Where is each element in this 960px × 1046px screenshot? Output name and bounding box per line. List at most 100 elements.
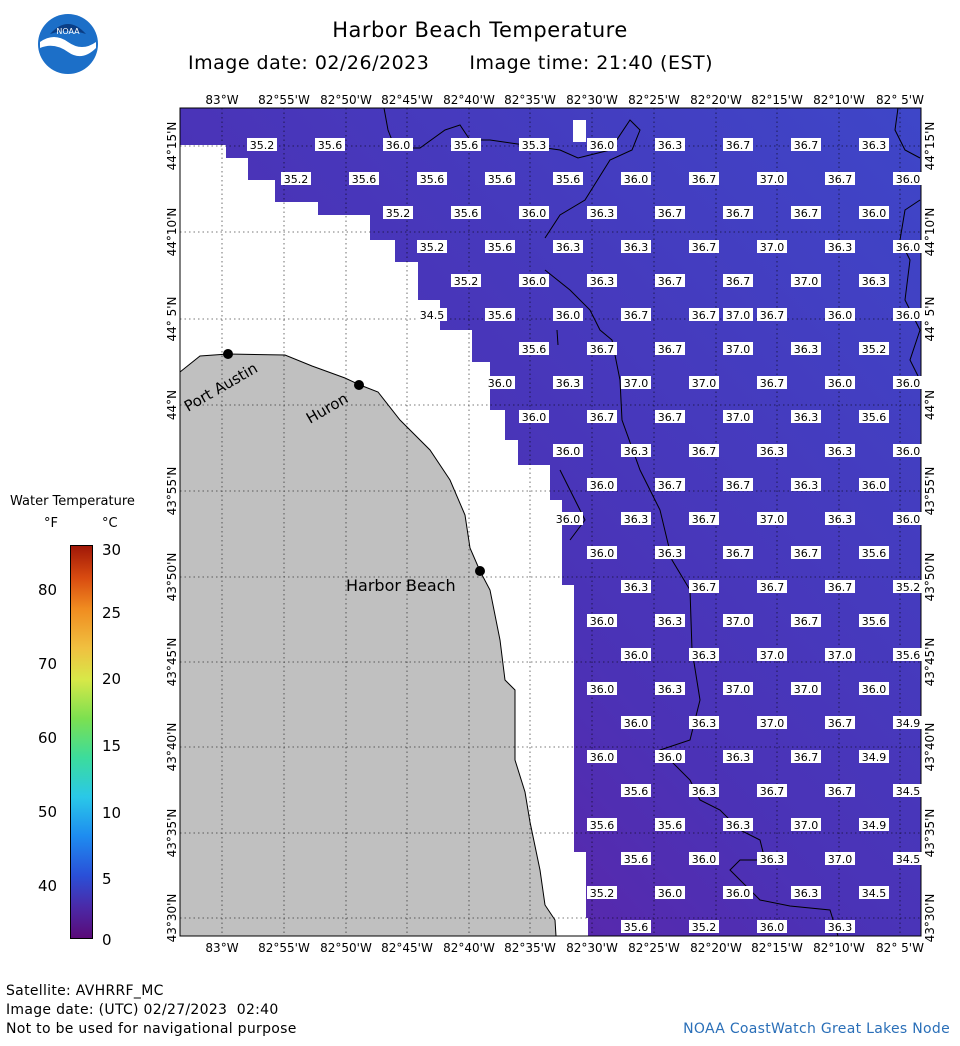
- temperature-label: 36.3: [723, 818, 753, 832]
- huron-marker: [354, 380, 364, 390]
- temperature-value: 37.0: [726, 615, 751, 628]
- legend-tick-f: 80: [38, 581, 58, 599]
- temperature-value: 36.0: [522, 207, 547, 220]
- temperature-label: 35.6: [485, 308, 515, 322]
- temperature-value: 35.2: [896, 581, 921, 594]
- temperature-label: 36.0: [553, 308, 583, 322]
- temperature-value: 36.3: [658, 547, 683, 560]
- temperature-label: 36.0: [587, 614, 617, 628]
- lat-label: 44°15'N: [165, 122, 179, 171]
- temperature-value: 34.9: [862, 751, 887, 764]
- lon-label: 82°55'W: [258, 93, 310, 107]
- temperature-value: 36.3: [658, 615, 683, 628]
- temperature-label: 36.0: [723, 886, 753, 900]
- lat-label: 44° 5'N: [923, 297, 937, 342]
- temperature-value: 36.3: [828, 445, 853, 458]
- temperature-label: 37.0: [723, 342, 753, 356]
- temperature-label: 35.6: [859, 410, 889, 424]
- temperature-label: 36.0: [587, 138, 617, 152]
- temperature-value: 34.9: [862, 819, 887, 832]
- legend-tick-c: 15: [102, 737, 122, 755]
- temperature-label: 36.3: [757, 444, 787, 458]
- temperature-label: 36.3: [791, 886, 821, 900]
- logo-text: NOAA: [56, 27, 80, 36]
- temperature-value: 36.7: [726, 479, 751, 492]
- legend-tick-c: 5: [102, 870, 112, 888]
- temperature-label: 35.2: [859, 342, 889, 356]
- temperature-value: 37.0: [794, 683, 819, 696]
- lat-label: 43°50'N: [165, 553, 179, 602]
- temperature-label: 36.3: [655, 138, 685, 152]
- temperature-label: 36.7: [825, 580, 855, 594]
- noaa-logo-icon: NOAA: [38, 14, 98, 74]
- temperature-label: 36.7: [689, 512, 719, 526]
- lat-label: 43°30'N: [923, 894, 937, 943]
- temperature-value: 36.7: [828, 581, 853, 594]
- temperature-label: 37.0: [825, 852, 855, 866]
- michigan-thumb-land: [180, 354, 556, 936]
- lon-label: 82° 5'W: [876, 941, 924, 955]
- temperature-label: 36.7: [723, 138, 753, 152]
- footer-satellite: Satellite: AVHRRF_MC: [6, 983, 164, 999]
- temperature-value: 35.2: [284, 173, 309, 186]
- temperature-value: 35.6: [488, 309, 513, 322]
- temperature-label: 36.3: [791, 342, 821, 356]
- temperature-label: 36.3: [655, 682, 685, 696]
- temperature-label: 36.7: [621, 308, 651, 322]
- temperature-value: 36.7: [692, 241, 717, 254]
- temperature-value: 37.0: [794, 819, 819, 832]
- temperature-label: 36.0: [825, 308, 855, 322]
- temperature-value: 36.3: [726, 751, 751, 764]
- temperature-label: 36.3: [791, 410, 821, 424]
- temperature-value: 36.0: [522, 275, 547, 288]
- temperature-label: 36.7: [723, 546, 753, 560]
- temperature-value: 37.0: [760, 513, 785, 526]
- lon-label: 82°30'W: [566, 941, 618, 955]
- temperature-label: 35.6: [417, 172, 447, 186]
- legend-unit-c: °C: [102, 516, 118, 531]
- temperature-label: 37.0: [757, 240, 787, 254]
- temperature-value: 34.5: [896, 785, 921, 798]
- temperature-label: 36.7: [757, 784, 787, 798]
- temperature-value: 36.3: [760, 445, 785, 458]
- temperature-label: 36.3: [689, 648, 719, 662]
- temperature-label: 36.0: [859, 478, 889, 492]
- temperature-value: 35.6: [862, 547, 887, 560]
- temperature-label: 36.0: [587, 750, 617, 764]
- lon-label: 83°W: [205, 941, 238, 955]
- temperature-value: 36.3: [726, 819, 751, 832]
- temperature-label: 36.7: [825, 716, 855, 730]
- temperature-value: 36.0: [590, 547, 615, 560]
- temperature-label: 36.3: [587, 206, 617, 220]
- temperature-value: 36.0: [896, 309, 921, 322]
- temperature-value: 35.2: [862, 343, 887, 356]
- temperature-label: 35.2: [451, 274, 481, 288]
- temperature-label: 36.7: [791, 750, 821, 764]
- temperature-label: 36.3: [621, 512, 651, 526]
- temperature-label: 36.3: [621, 240, 651, 254]
- lat-label: 44°10'N: [165, 208, 179, 257]
- lon-label: 82°45'W: [381, 941, 433, 955]
- lon-label: 82°10'W: [813, 941, 865, 955]
- temperature-value: 36.7: [726, 139, 751, 152]
- temperature-label: 36.7: [825, 172, 855, 186]
- temperature-value: 36.7: [794, 751, 819, 764]
- temperature-value: 35.2: [386, 207, 411, 220]
- temperature-value: 36.7: [828, 717, 853, 730]
- temperature-label: 36.3: [757, 852, 787, 866]
- temperature-value: 36.7: [658, 343, 683, 356]
- temperature-value: 36.0: [386, 139, 411, 152]
- temperature-label: 36.7: [655, 206, 685, 220]
- temperature-label: 36.0: [587, 478, 617, 492]
- temperature-value: 36.7: [794, 547, 819, 560]
- temperature-label: 36.0: [587, 546, 617, 560]
- temperature-value: 35.6: [862, 411, 887, 424]
- temperature-value: 36.0: [862, 479, 887, 492]
- temperature-label: 36.0: [859, 682, 889, 696]
- temperature-label: 35.6: [621, 920, 651, 934]
- temperature-label: 34.5: [893, 784, 923, 798]
- temperature-value: 36.0: [896, 513, 921, 526]
- temperature-label: 36.0: [893, 376, 923, 390]
- temperature-value: 36.0: [828, 309, 853, 322]
